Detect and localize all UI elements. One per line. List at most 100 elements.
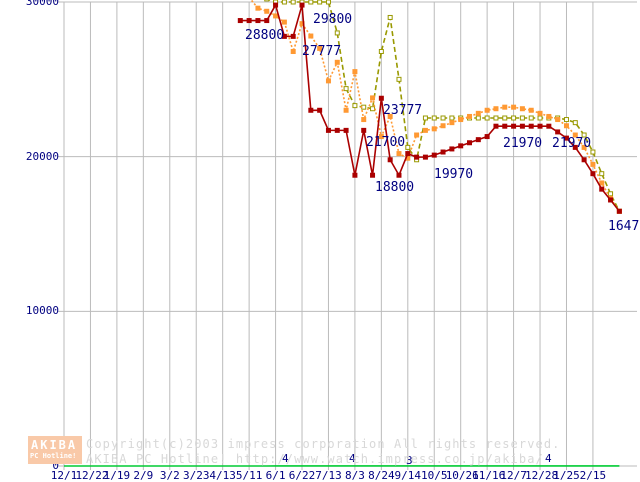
data-point-min-price	[326, 128, 330, 132]
data-point-max-price	[371, 107, 375, 111]
data-point-min-price	[512, 124, 516, 128]
data-point-avg-price	[353, 70, 357, 74]
data-point-avg-price	[441, 124, 445, 128]
data-point-max-price	[335, 31, 339, 35]
data-point-min-price	[247, 19, 251, 23]
data-point-max-price	[282, 0, 286, 4]
data-point-avg-price	[520, 107, 524, 111]
data-point-max-price	[432, 116, 436, 120]
data-point-max-price	[441, 116, 445, 120]
data-point-min-price	[485, 135, 489, 139]
data-point-max-price	[388, 15, 392, 19]
data-point-min-price	[256, 19, 260, 23]
data-point-avg-price	[291, 49, 295, 53]
data-point-min-price	[503, 124, 507, 128]
data-point-min-price	[371, 173, 375, 177]
data-point-max-price	[379, 49, 383, 53]
data-point-min-price	[556, 130, 560, 134]
data-point-max-price	[265, 0, 269, 1]
data-point-min-price	[617, 209, 621, 213]
data-point-min-price	[600, 187, 604, 191]
value-label: 28800	[245, 28, 284, 43]
data-point-max-price	[326, 0, 330, 4]
data-point-avg-price	[591, 162, 595, 166]
data-point-min-price	[441, 150, 445, 154]
data-point-avg-price	[326, 79, 330, 83]
y-tick-label: 20000	[0, 150, 59, 163]
data-point-avg-price	[282, 20, 286, 24]
data-point-max-price	[485, 116, 489, 120]
data-point-min-price	[415, 155, 419, 159]
data-point-max-price	[494, 116, 498, 120]
data-point-avg-price	[485, 108, 489, 112]
data-point-max-price	[318, 0, 322, 4]
x-tick-label: 2/15	[578, 469, 608, 482]
data-point-max-price	[591, 150, 595, 154]
series-line-min-price	[240, 5, 619, 211]
data-point-min-price	[362, 128, 366, 132]
data-point-max-price	[512, 116, 516, 120]
data-point-avg-price	[265, 9, 269, 13]
data-point-avg-price	[459, 118, 463, 122]
data-point-max-price	[573, 121, 577, 125]
value-label: 16470	[608, 219, 640, 234]
data-point-min-price	[609, 198, 613, 202]
data-point-max-price	[529, 116, 533, 120]
data-point-min-price	[538, 124, 542, 128]
data-point-min-price	[265, 19, 269, 23]
data-point-min-price	[353, 173, 357, 177]
grid-lines	[58, 2, 637, 470]
data-point-avg-price	[335, 60, 339, 64]
data-point-max-price	[291, 0, 295, 4]
count-label: 3	[406, 454, 413, 467]
data-point-min-price	[591, 172, 595, 176]
value-label: 29800	[313, 12, 352, 27]
data-point-min-price	[494, 124, 498, 128]
value-label: 19970	[434, 167, 473, 182]
data-point-avg-price	[503, 105, 507, 109]
data-point-avg-price	[415, 133, 419, 137]
data-point-max-price	[600, 172, 604, 176]
value-label: 21970	[503, 136, 542, 151]
data-point-avg-price	[371, 96, 375, 100]
data-point-max-price	[609, 192, 613, 196]
data-point-avg-price	[468, 114, 472, 118]
data-point-min-price	[335, 128, 339, 132]
value-label: 18800	[375, 180, 414, 195]
data-point-max-price	[476, 116, 480, 120]
data-point-min-price	[274, 3, 278, 7]
data-point-min-price	[397, 173, 401, 177]
data-point-max-price	[423, 116, 427, 120]
data-point-min-price	[476, 138, 480, 142]
data-point-avg-price	[512, 105, 516, 109]
data-point-avg-price	[476, 111, 480, 115]
value-label: 21700	[366, 135, 405, 150]
data-point-max-price	[538, 116, 542, 120]
count-label: 4	[282, 452, 289, 465]
data-point-max-price	[564, 118, 568, 122]
data-point-min-price	[459, 144, 463, 148]
data-point-avg-price	[256, 6, 260, 10]
data-point-max-price	[450, 116, 454, 120]
data-point-min-price	[406, 152, 410, 156]
data-point-min-price	[344, 128, 348, 132]
data-point-avg-price	[362, 118, 366, 122]
data-point-max-price	[397, 77, 401, 81]
data-point-avg-price	[432, 127, 436, 131]
data-point-max-price	[406, 145, 410, 149]
data-point-max-price	[353, 104, 357, 108]
count-label: 4	[349, 452, 356, 465]
y-tick-label: 10000	[0, 304, 59, 317]
data-point-avg-price	[600, 181, 604, 185]
data-point-max-price	[309, 0, 313, 4]
count-label: 4	[545, 452, 552, 465]
data-point-min-price	[388, 158, 392, 162]
value-label: 27777	[302, 44, 341, 59]
data-point-min-price	[300, 3, 304, 7]
data-point-min-price	[379, 96, 383, 100]
data-point-min-price	[582, 158, 586, 162]
data-point-avg-price	[538, 111, 542, 115]
data-point-min-price	[238, 19, 242, 23]
data-point-min-price	[291, 34, 295, 38]
